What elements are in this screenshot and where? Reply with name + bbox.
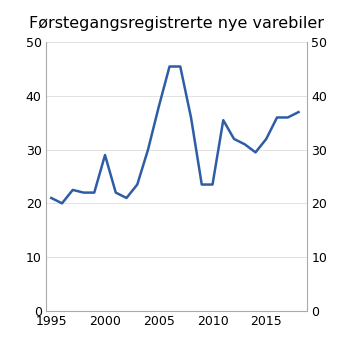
Title: Førstegangsregistrerte nye varebiler: Førstegangsregistrerte nye varebiler bbox=[29, 17, 324, 31]
